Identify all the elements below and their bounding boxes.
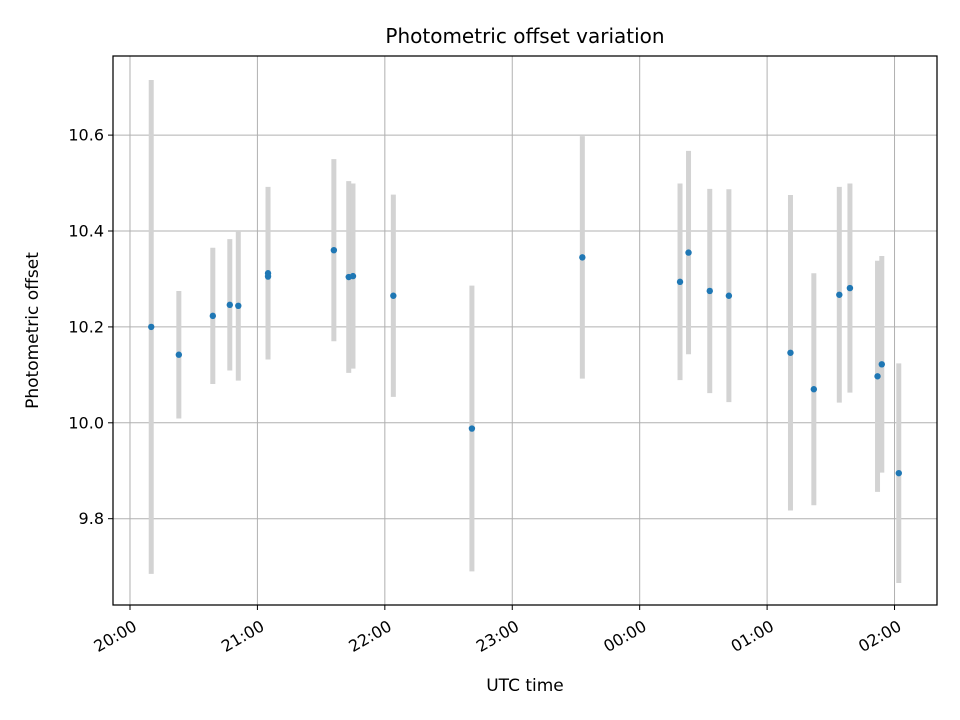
y-tick-label: 10.2	[68, 317, 104, 336]
data-point	[706, 287, 713, 295]
y-tick-label: 10.6	[68, 126, 104, 145]
data-point	[895, 469, 902, 477]
y-tick-label: 10.0	[68, 413, 104, 432]
data-point	[330, 246, 338, 254]
data-point	[175, 351, 183, 358]
data-point	[685, 249, 692, 256]
data-point	[725, 292, 733, 299]
data-point	[468, 425, 476, 432]
data-point	[846, 284, 854, 292]
data-point	[390, 292, 397, 299]
data-point	[810, 386, 818, 393]
data-point	[264, 273, 272, 280]
data-point	[878, 361, 885, 368]
data-point	[209, 312, 217, 320]
grid	[113, 56, 937, 605]
y-axis-label: Photometric offset	[23, 252, 43, 409]
data-point	[226, 301, 234, 309]
y-axis-ticks: 9.8 10.0 10.2 10.4 10.6	[68, 126, 113, 528]
data-point	[874, 373, 881, 380]
x-axis-label: UTC time	[486, 676, 564, 696]
data-point	[349, 272, 357, 280]
y-tick-label: 9.8	[79, 509, 104, 528]
y-tick-label: 10.4	[68, 222, 104, 241]
plot-frame	[112, 55, 938, 606]
data-point	[579, 254, 586, 261]
chart-title: Photometric offset variation	[385, 24, 664, 48]
data-point	[148, 323, 155, 331]
data-point	[676, 278, 684, 286]
data-point	[836, 291, 843, 298]
data-point	[787, 349, 794, 356]
data-points	[148, 246, 902, 477]
data-point	[235, 302, 242, 310]
